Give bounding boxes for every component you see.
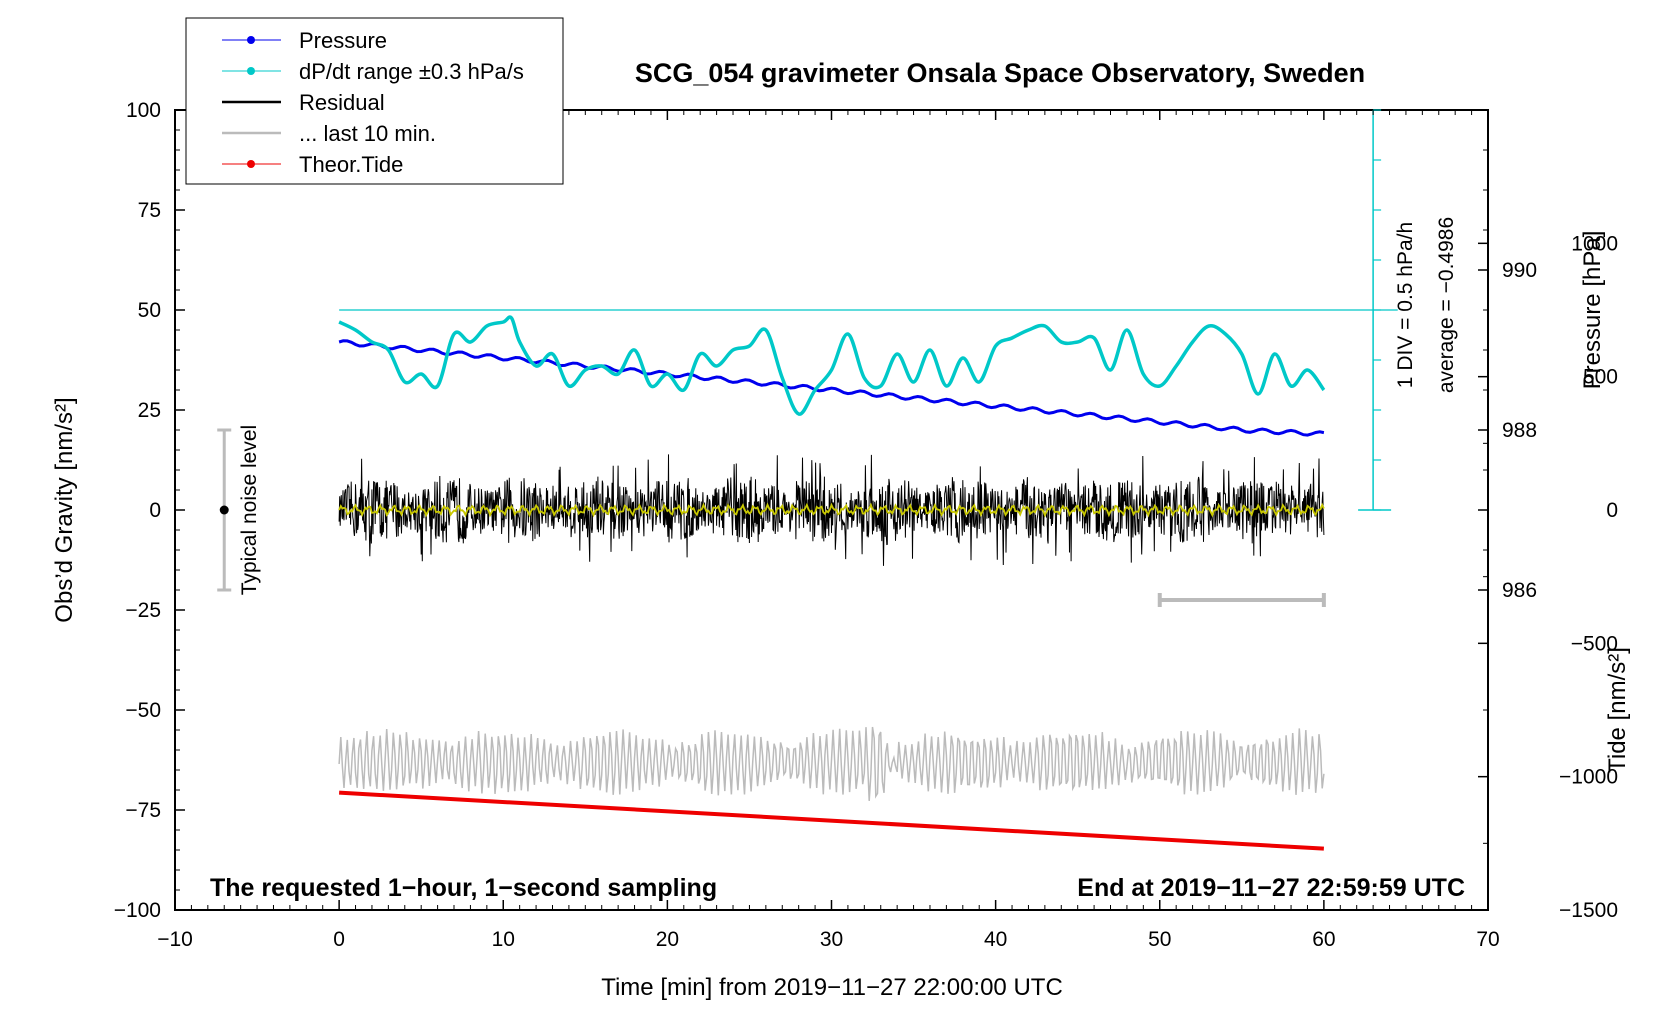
noise-bar-center-dot bbox=[220, 506, 229, 515]
pressure-tick-label: 990 bbox=[1502, 259, 1537, 282]
scale-note-div: 1 DIV = 0.5 hPa/h bbox=[1394, 222, 1417, 388]
legend-label-tide: Theor.Tide bbox=[299, 152, 403, 177]
y-tick-label: −25 bbox=[125, 599, 161, 622]
y-tick-label: 50 bbox=[138, 299, 161, 322]
y-tick-label: −50 bbox=[125, 699, 161, 722]
y-axis-label-tide: Tide [nm/s²] bbox=[1604, 647, 1631, 773]
x-tick-label: −10 bbox=[157, 928, 193, 951]
pressure-tick-label: 986 bbox=[1502, 579, 1537, 602]
noise-level-label: Typical noise level bbox=[238, 425, 261, 595]
series-layer bbox=[217, 110, 1397, 849]
x-tick-label: 40 bbox=[984, 928, 1007, 951]
legend-marker-dpdt bbox=[247, 67, 255, 75]
y-tick-label: −75 bbox=[125, 799, 161, 822]
legend-marker-tide bbox=[247, 160, 255, 168]
tide-tick-label: −1500 bbox=[1559, 899, 1618, 922]
legend-marker-pressure bbox=[247, 36, 255, 44]
y-axis-label-pressure: Pressure [hPa] bbox=[1579, 231, 1606, 390]
x-tick-label: 0 bbox=[333, 928, 345, 951]
legend: Pressure dP/dt range ±0.3 hPa/s Residual… bbox=[186, 18, 563, 184]
legend-label-last10: ... last 10 min. bbox=[299, 121, 436, 146]
x-tick-label: 30 bbox=[820, 928, 843, 951]
y-tick-label: −100 bbox=[114, 899, 161, 922]
legend-label-dpdt: dP/dt range ±0.3 hPa/s bbox=[299, 59, 524, 84]
y-tick-label: 0 bbox=[149, 499, 161, 522]
x-tick-label: 20 bbox=[656, 928, 679, 951]
y-axis-label-left: Obs’d Gravity [nm/s²] bbox=[51, 397, 78, 622]
tide-series-line bbox=[339, 793, 1324, 849]
x-tick-label: 70 bbox=[1476, 928, 1499, 951]
pressure-tick-label: 988 bbox=[1502, 419, 1537, 442]
x-tick-label: 10 bbox=[492, 928, 515, 951]
x-axis-label: Time [min] from 2019−11−27 22:00:00 UTC bbox=[601, 974, 1063, 1001]
gravimeter-chart: −10 0 10 20 30 40 50 60 701007550250−25−50−75−10… bbox=[0, 0, 1676, 1020]
sampling-note: The requested 1−hour, 1−second sampling bbox=[210, 874, 717, 902]
tide-tick-label: 0 bbox=[1606, 499, 1618, 522]
dpdt-series-line bbox=[339, 317, 1324, 414]
y-tick-label: 100 bbox=[126, 99, 161, 122]
legend-label-pressure: Pressure bbox=[299, 28, 387, 53]
x-tick-label: 50 bbox=[1148, 928, 1171, 951]
chart-title: SCG_054 gravimeter Onsala Space Observat… bbox=[635, 58, 1365, 88]
legend-label-residual: Residual bbox=[299, 90, 385, 115]
x-tick-label: 60 bbox=[1312, 928, 1335, 951]
y-tick-label: 75 bbox=[138, 199, 161, 222]
scale-note-average: average = −0.4986 bbox=[1435, 217, 1458, 393]
last10-series-line bbox=[339, 727, 1324, 801]
end-time-note: End at 2019−11−27 22:59:59 UTC bbox=[1077, 874, 1465, 902]
y-tick-label: 25 bbox=[138, 399, 161, 422]
pressure-series-line bbox=[339, 341, 1324, 435]
